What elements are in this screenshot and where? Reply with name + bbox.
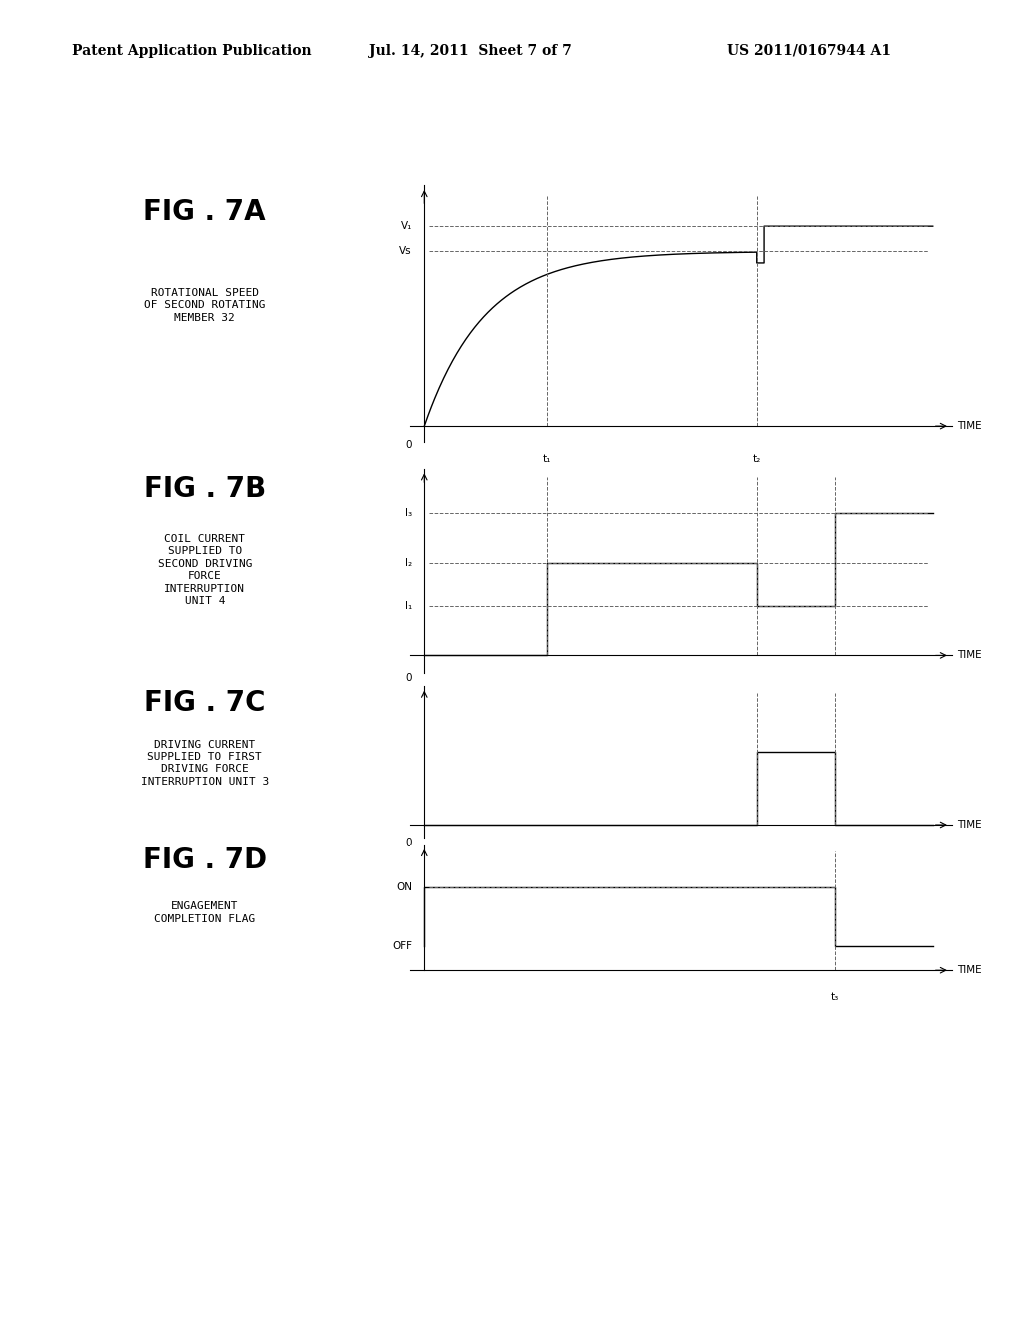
Text: t₁: t₁: [543, 454, 551, 463]
Text: COIL CURRENT
SUPPLIED TO
SECOND DRIVING
FORCE
INTERRUPTION
UNIT 4: COIL CURRENT SUPPLIED TO SECOND DRIVING …: [158, 535, 252, 606]
Text: TIME: TIME: [957, 421, 982, 432]
Text: OFF: OFF: [392, 941, 412, 952]
Text: FIG . 7C: FIG . 7C: [144, 689, 265, 718]
Text: TIME: TIME: [957, 651, 982, 660]
Text: ENGAGEMENT
COMPLETION FLAG: ENGAGEMENT COMPLETION FLAG: [155, 902, 255, 924]
Text: 0: 0: [406, 673, 412, 684]
Text: Patent Application Publication: Patent Application Publication: [72, 44, 311, 58]
Text: t₃: t₃: [830, 851, 839, 862]
Text: ON: ON: [396, 882, 412, 891]
Text: TIME: TIME: [957, 965, 982, 975]
Text: Jul. 14, 2011  Sheet 7 of 7: Jul. 14, 2011 Sheet 7 of 7: [369, 44, 571, 58]
Text: ROTATIONAL SPEED
OF SECOND ROTATING
MEMBER 32: ROTATIONAL SPEED OF SECOND ROTATING MEMB…: [144, 288, 265, 322]
Text: I₂: I₂: [404, 558, 412, 568]
Text: 0: 0: [406, 838, 412, 849]
Text: US 2011/0167944 A1: US 2011/0167944 A1: [727, 44, 891, 58]
Text: t₂: t₂: [753, 851, 761, 862]
Text: I₃: I₃: [404, 508, 412, 517]
Text: V₁: V₁: [400, 222, 412, 231]
Text: DRIVING CURRENT
SUPPLIED TO FIRST
DRIVING FORCE
INTERRUPTION UNIT 3: DRIVING CURRENT SUPPLIED TO FIRST DRIVIN…: [140, 739, 269, 787]
Text: I₁: I₁: [404, 601, 412, 611]
Text: Vs: Vs: [399, 247, 412, 256]
Text: t₃: t₃: [830, 991, 839, 1002]
Text: t₂: t₂: [753, 685, 761, 696]
Text: TIME: TIME: [957, 820, 982, 830]
Text: t₂: t₂: [753, 454, 761, 463]
Text: t₁: t₁: [543, 685, 551, 696]
Text: t₃: t₃: [830, 685, 839, 696]
Text: FIG . 7D: FIG . 7D: [142, 846, 267, 874]
Text: FIG . 7B: FIG . 7B: [143, 475, 266, 503]
Text: FIG . 7A: FIG . 7A: [143, 198, 266, 226]
Text: 0: 0: [406, 440, 412, 450]
